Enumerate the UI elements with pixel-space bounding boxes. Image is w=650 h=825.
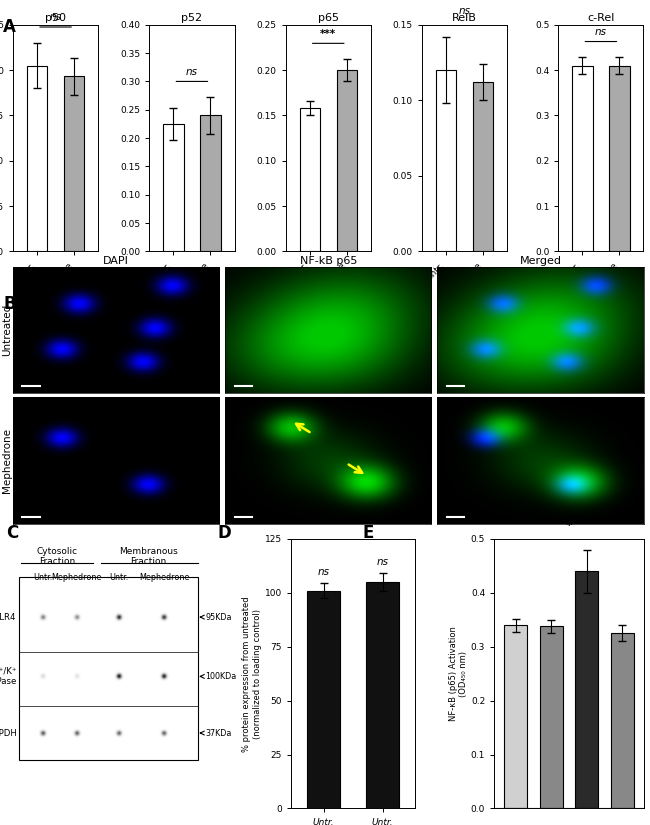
Bar: [200, 116, 220, 252]
Title: p50: p50: [45, 12, 66, 22]
Text: *: *: [566, 519, 572, 532]
Title: p65: p65: [318, 12, 339, 22]
Bar: [27, 65, 47, 252]
Bar: [610, 634, 634, 808]
Text: GAPDH: GAPDH: [0, 728, 17, 738]
Bar: [64, 77, 84, 252]
Bar: [540, 626, 563, 808]
Text: C: C: [6, 524, 19, 542]
Text: 37KDa: 37KDa: [205, 728, 231, 738]
Title: c-Rel: c-Rel: [587, 12, 615, 22]
Text: ***: ***: [320, 29, 336, 39]
Text: Na⁺/K⁺
ATPase: Na⁺/K⁺ ATPase: [0, 667, 17, 686]
Bar: [307, 591, 340, 808]
Bar: [436, 70, 456, 252]
Bar: [19, 577, 198, 760]
Bar: [300, 108, 320, 252]
Text: ns: ns: [595, 27, 607, 37]
Title: NF-kB p65: NF-kB p65: [300, 256, 357, 266]
Title: DAPI: DAPI: [103, 256, 129, 266]
Text: ns: ns: [186, 67, 198, 77]
Bar: [572, 65, 593, 252]
Text: Membranous
Fraction: Membranous Fraction: [119, 547, 177, 567]
Bar: [473, 82, 493, 252]
Bar: [337, 70, 357, 252]
Title: RelB: RelB: [452, 12, 477, 22]
Text: Untr.: Untr.: [33, 573, 53, 582]
Text: B: B: [3, 295, 16, 313]
Title: Merged: Merged: [519, 256, 562, 266]
Text: A: A: [3, 18, 16, 36]
Bar: [163, 124, 183, 252]
Text: ns: ns: [49, 12, 62, 22]
Y-axis label: Mephedrone: Mephedrone: [3, 428, 12, 493]
Text: 100KDa: 100KDa: [205, 672, 237, 681]
Text: Mephedrone: Mephedrone: [51, 573, 102, 582]
Bar: [504, 625, 527, 808]
Bar: [367, 582, 399, 808]
Title: p52: p52: [181, 12, 203, 22]
Y-axis label: % protein expression from untreated
(normalized to loading control): % protein expression from untreated (nor…: [242, 596, 262, 752]
Text: D: D: [217, 524, 231, 542]
Bar: [609, 65, 630, 252]
Text: TLR4: TLR4: [0, 613, 17, 621]
Y-axis label: NF-κB (p65) Activation
(OD₄₅₀ nm): NF-κB (p65) Activation (OD₄₅₀ nm): [448, 626, 468, 721]
Y-axis label: Untreated: Untreated: [3, 304, 12, 356]
Text: Untr.: Untr.: [109, 573, 128, 582]
Text: Cytosolic
Fraction: Cytosolic Fraction: [36, 547, 77, 567]
Text: 95KDa: 95KDa: [205, 613, 231, 621]
Text: ns: ns: [458, 7, 471, 16]
Text: ns: ns: [317, 567, 330, 577]
Text: ns: ns: [377, 557, 389, 567]
Text: Mephedrone: Mephedrone: [139, 573, 190, 582]
Text: E: E: [363, 524, 374, 542]
Bar: [575, 571, 598, 808]
